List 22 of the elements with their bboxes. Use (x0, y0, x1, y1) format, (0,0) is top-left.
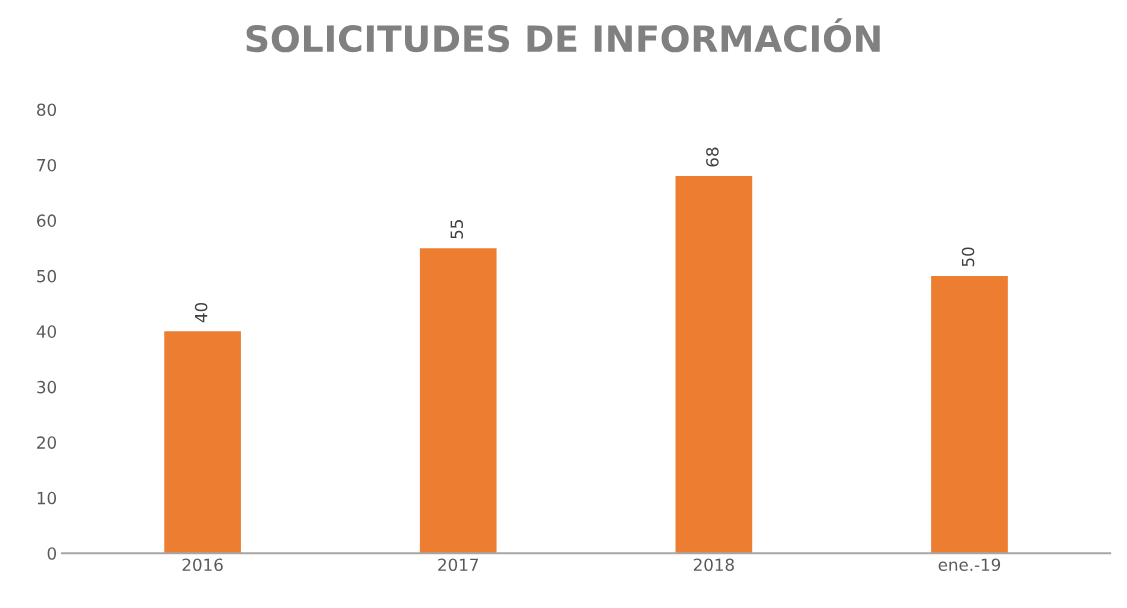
chart-title: SOLICITUDES DE INFORMACIÓN (246, 18, 880, 53)
x-tick-label: 2017 (438, 558, 478, 572)
y-tick-label: 10 (37, 491, 57, 505)
bar (675, 176, 753, 554)
y-tick-label: 0 (47, 547, 57, 560)
bar (419, 248, 497, 554)
data-label: 55 (450, 220, 464, 239)
data-label: 68 (706, 147, 719, 167)
y-tick-label: 50 (37, 269, 57, 283)
bar (164, 331, 241, 554)
x-tick-label: 2018 (693, 558, 734, 572)
data-label: 40 (194, 302, 208, 323)
y-tick-label: 20 (37, 436, 57, 449)
y-tick-label: 80 (37, 103, 57, 117)
y-tick-label: 70 (37, 158, 57, 172)
bar (931, 275, 1008, 554)
y-tick-label: 40 (36, 325, 57, 338)
x-tick-label: ene.-19 (938, 558, 1001, 572)
data-label: 50 (961, 247, 975, 267)
y-tick-label: 60 (37, 214, 57, 227)
x-tick-label: 2016 (182, 558, 223, 572)
y-tick-label: 30 (37, 380, 57, 394)
